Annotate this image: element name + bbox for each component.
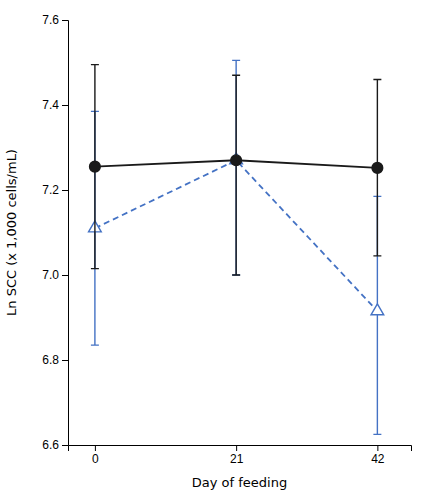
- y-axis-tick: 7.0: [42, 268, 68, 282]
- y-axis-tick-label: 7.2: [42, 183, 59, 197]
- series: [89, 60, 384, 434]
- y-axis-tick-label: 6.8: [42, 353, 59, 367]
- x-axis-tick-label: 21: [230, 452, 244, 466]
- x-axis-tick: 0: [92, 445, 99, 466]
- y-axis-tick: 7.2: [42, 183, 68, 197]
- y-axis-tick-mark: [62, 105, 68, 106]
- x-axis-title: Day of feeding: [192, 475, 287, 490]
- point: [371, 304, 384, 315]
- y-axis-tick-label: 7.0: [42, 268, 59, 282]
- y-axis-title: Ln SCC (x 1,000 cells/mL): [4, 149, 19, 316]
- series: [90, 65, 383, 275]
- y-axis-tick-mark: [62, 360, 68, 361]
- y-axis-tick-label: 7.4: [42, 98, 59, 112]
- x-axis: 0 21 42: [69, 445, 412, 466]
- chart: 0 21 42 6.6 6.8 7.0 7.2 7.4 7.6 Day of feeding Ln …: [0, 0, 429, 500]
- x-axis-tick-mark: [95, 445, 96, 451]
- y-axis-tick-mark: [62, 20, 68, 21]
- x-axis-tick: 42: [371, 445, 385, 466]
- x-axis-tick-mark: [236, 445, 237, 451]
- y-axis-tick: 7.4: [42, 98, 68, 112]
- error-bar: [232, 75, 240, 275]
- point: [231, 155, 242, 166]
- y-axis-line: [62, 21, 69, 446]
- y-axis-tick-mark: [62, 275, 68, 276]
- plot: 0 21 42 6.6 6.8 7.0 7.2 7.4 7.6 Day of feeding Ln …: [4, 13, 412, 490]
- x-axis-tick-label: 42: [371, 452, 385, 466]
- y-axis-tick: 6.8: [42, 353, 68, 367]
- y-axis-tick: 6.6: [42, 438, 68, 452]
- x-axis-line: [69, 446, 412, 452]
- error-bar: [232, 60, 240, 275]
- y-axis-tick: 7.6: [42, 13, 68, 27]
- y-axis-tick-label: 6.6: [42, 438, 59, 452]
- point: [90, 161, 101, 172]
- y-axis-tick-mark: [62, 190, 68, 191]
- y-axis-tick-mark: [62, 445, 68, 446]
- x-axis-tick: 21: [230, 445, 244, 466]
- marks: [89, 60, 384, 434]
- x-axis-tick-mark: [377, 445, 378, 451]
- x-axis-tick-label: 0: [92, 452, 99, 466]
- y-axis-tick-label: 7.6: [42, 13, 59, 27]
- point: [372, 163, 383, 174]
- y-axis: 6.6 6.8 7.0 7.2 7.4 7.6: [42, 13, 68, 452]
